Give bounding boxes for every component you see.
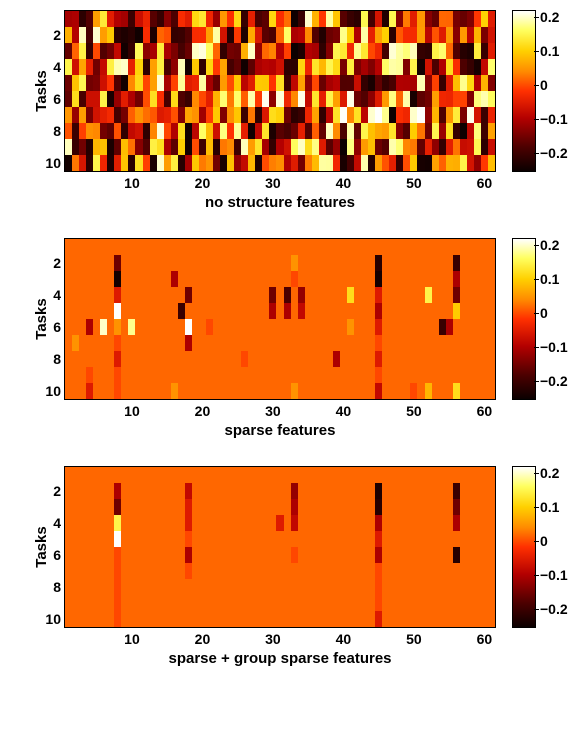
xtick: 40 bbox=[336, 403, 352, 419]
ytick: 6 bbox=[43, 547, 61, 563]
plot-area: Tasks246810102030405060sparse + group sp… bbox=[64, 466, 496, 628]
panel-sparse-group: Tasks246810102030405060sparse + group sp… bbox=[10, 466, 566, 670]
colorbar-tick: −0.2 bbox=[540, 373, 568, 389]
axes-box: Tasks246810102030405060sparse + group sp… bbox=[64, 466, 496, 628]
colorbar-tick: 0 bbox=[540, 77, 548, 93]
ytick: 8 bbox=[43, 123, 61, 139]
xtick: 60 bbox=[477, 175, 493, 191]
xtick: 50 bbox=[406, 631, 422, 647]
ytick: 6 bbox=[43, 91, 61, 107]
ytick: 10 bbox=[43, 383, 61, 399]
ytick: 10 bbox=[43, 611, 61, 627]
xtick: 40 bbox=[336, 631, 352, 647]
ytick: 8 bbox=[43, 579, 61, 595]
colorbar-tick: 0.1 bbox=[540, 499, 559, 515]
xlabel: sparse + group sparse features bbox=[168, 650, 391, 667]
xtick: 30 bbox=[265, 631, 281, 647]
ytick: 2 bbox=[43, 255, 61, 271]
colorbar-tick: −0.2 bbox=[540, 601, 568, 617]
colorbar-area: 0.20.10−0.1−0.2 bbox=[512, 466, 536, 628]
colorbar bbox=[512, 466, 536, 628]
colorbar bbox=[512, 10, 536, 172]
heatmap bbox=[65, 11, 495, 171]
xtick: 50 bbox=[406, 175, 422, 191]
xtick: 50 bbox=[406, 403, 422, 419]
colorbar-tick: −0.1 bbox=[540, 339, 568, 355]
xlabel: no structure features bbox=[205, 194, 355, 211]
colorbar-area: 0.20.10−0.1−0.2 bbox=[512, 238, 536, 400]
xtick: 20 bbox=[195, 175, 211, 191]
ytick: 4 bbox=[43, 59, 61, 75]
colorbar-tick: 0.2 bbox=[540, 9, 559, 25]
axes-box: Tasks246810102030405060no structure feat… bbox=[64, 10, 496, 172]
colorbar bbox=[512, 238, 536, 400]
colorbar-tick: 0.2 bbox=[540, 465, 559, 481]
heatmap bbox=[65, 467, 495, 627]
ytick: 6 bbox=[43, 319, 61, 335]
colorbar-tick: 0 bbox=[540, 305, 548, 321]
ytick: 2 bbox=[43, 483, 61, 499]
colorbar-tick: −0.1 bbox=[540, 567, 568, 583]
panel-no-structure: Tasks246810102030405060no structure feat… bbox=[10, 10, 566, 214]
colorbar-tick: 0.1 bbox=[540, 271, 559, 287]
plot-area: Tasks246810102030405060sparse features bbox=[64, 238, 496, 400]
xtick: 10 bbox=[124, 403, 140, 419]
xtick: 10 bbox=[124, 175, 140, 191]
heatmap bbox=[65, 239, 495, 399]
ytick: 4 bbox=[43, 287, 61, 303]
xtick: 20 bbox=[195, 631, 211, 647]
colorbar-tick: 0.2 bbox=[540, 237, 559, 253]
ytick: 10 bbox=[43, 155, 61, 171]
xtick: 30 bbox=[265, 175, 281, 191]
colorbar-tick: 0 bbox=[540, 533, 548, 549]
colorbar-tick: 0.1 bbox=[540, 43, 559, 59]
xtick: 40 bbox=[336, 175, 352, 191]
xlabel: sparse features bbox=[225, 422, 336, 439]
xtick: 30 bbox=[265, 403, 281, 419]
colorbar-area: 0.20.10−0.1−0.2 bbox=[512, 10, 536, 172]
ytick: 4 bbox=[43, 515, 61, 531]
xtick: 60 bbox=[477, 631, 493, 647]
panel-sparse: Tasks246810102030405060sparse features0.… bbox=[10, 238, 566, 442]
colorbar-tick: −0.2 bbox=[540, 145, 568, 161]
xtick: 10 bbox=[124, 631, 140, 647]
ytick: 2 bbox=[43, 27, 61, 43]
plot-area: Tasks246810102030405060no structure feat… bbox=[64, 10, 496, 172]
xtick: 60 bbox=[477, 403, 493, 419]
xtick: 20 bbox=[195, 403, 211, 419]
ytick: 8 bbox=[43, 351, 61, 367]
axes-box: Tasks246810102030405060sparse features bbox=[64, 238, 496, 400]
colorbar-tick: −0.1 bbox=[540, 111, 568, 127]
figure: Tasks246810102030405060no structure feat… bbox=[10, 10, 566, 670]
